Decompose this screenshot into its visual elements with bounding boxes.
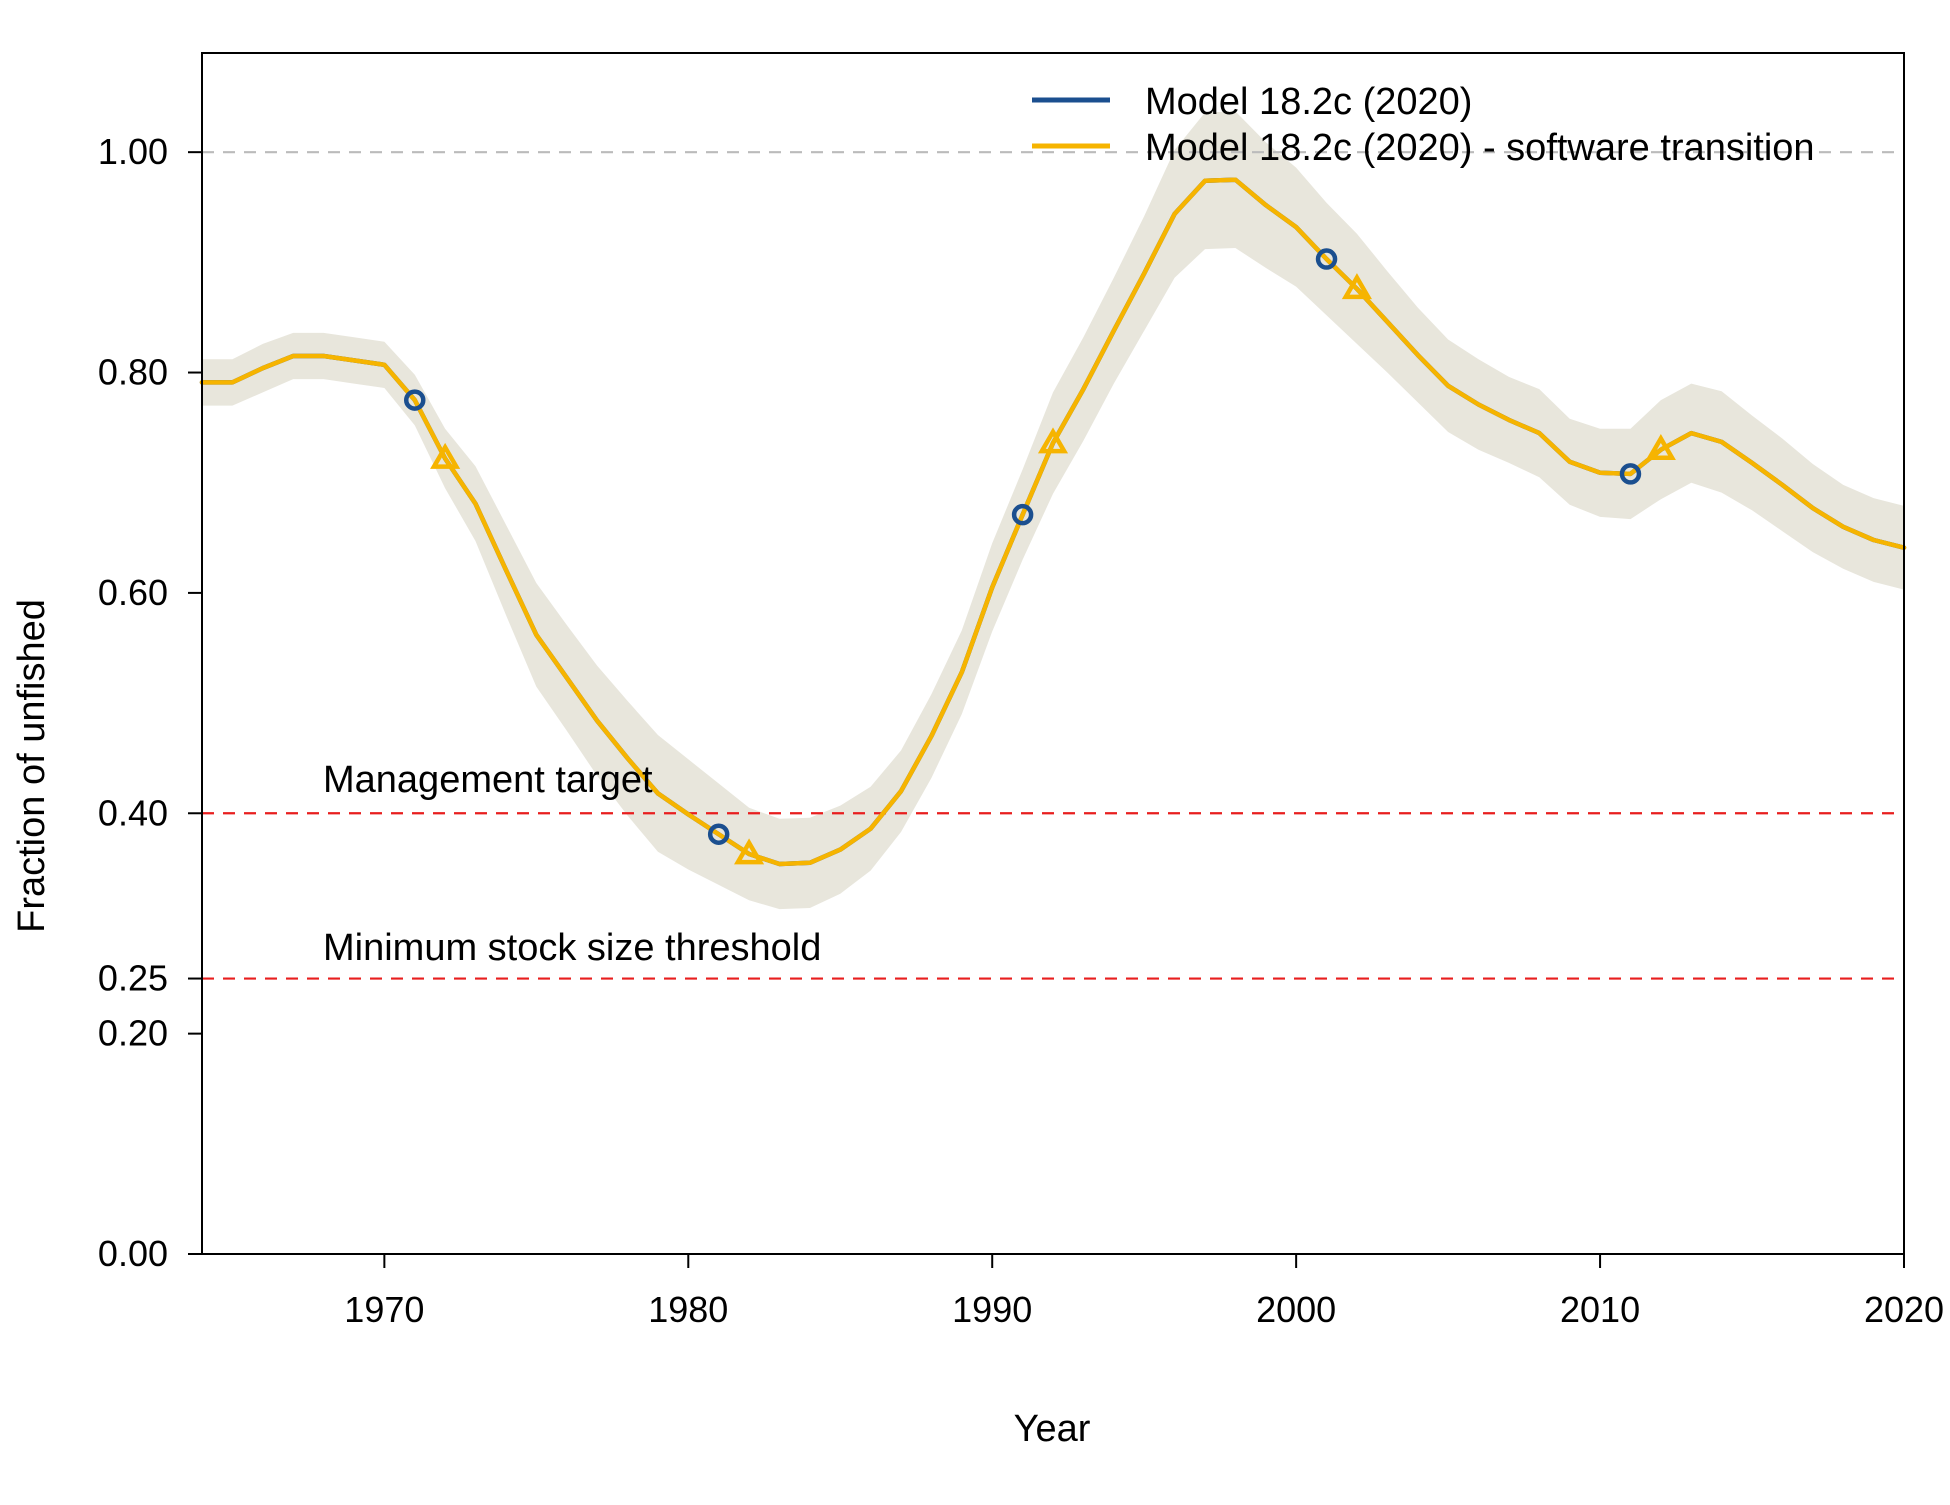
x-tick-label-1990: 1990 [952, 1289, 1032, 1330]
x-tick-label-1970: 1970 [344, 1289, 424, 1330]
series-0-point-1971 [404, 389, 426, 411]
legend-label-model-b: Model 18.2c (2020) - software transition [1145, 127, 1815, 169]
x-tick-label-2020: 2020 [1864, 1289, 1944, 1330]
reference-lines-layer [202, 151, 1904, 980]
x-axis-title: Year [1014, 1408, 1091, 1450]
x-tick-label-2010: 2010 [1560, 1289, 1640, 1330]
series-0-point-1991 [1011, 503, 1034, 526]
series-0-point-2001 [1315, 248, 1338, 270]
y-tick-label-3: 0.40 [98, 792, 168, 833]
x-tick-label-2000: 2000 [1256, 1289, 1336, 1330]
series-1-point-1992 [1037, 427, 1069, 454]
y-tick-label-0: 0.00 [98, 1233, 168, 1274]
y-tick-label-2: 0.25 [98, 958, 168, 999]
markers-layer [404, 248, 1676, 865]
series-0-point-1981 [707, 823, 730, 845]
series-0-point-2011 [1619, 463, 1642, 485]
y-tick-label-4: 0.60 [98, 572, 168, 613]
series-1-point-2002 [1341, 273, 1372, 300]
plot-frame [201, 52, 1905, 1255]
y-tick-label-1: 0.20 [98, 1013, 168, 1054]
legend: Model 18.2c (2020) Model 18.2c (2020) - … [1032, 81, 1815, 169]
axes-layer: 1970 1980 1990 2000 2010 2020 0.00 0.20 0.25 0.40… [98, 52, 1944, 1330]
x-tick-label-1980: 1980 [648, 1289, 728, 1330]
series-1-point-1972 [430, 442, 461, 469]
confidence-band [202, 111, 1904, 910]
series-1-point-1982 [734, 838, 765, 865]
minimum-stock-threshold-label: Minimum stock size threshold [323, 927, 821, 969]
y-tick-label-5: 0.80 [98, 352, 168, 393]
y-tick-label-6: 1.00 [98, 131, 168, 172]
series-1-point-2012 [1645, 434, 1676, 461]
legend-label-model-a: Model 18.2c (2020) [1145, 81, 1472, 123]
management-target-label: Management target [323, 759, 653, 801]
confidence-band-layer [202, 111, 1904, 910]
y-axis-title: Fraction of unfished [11, 599, 53, 933]
